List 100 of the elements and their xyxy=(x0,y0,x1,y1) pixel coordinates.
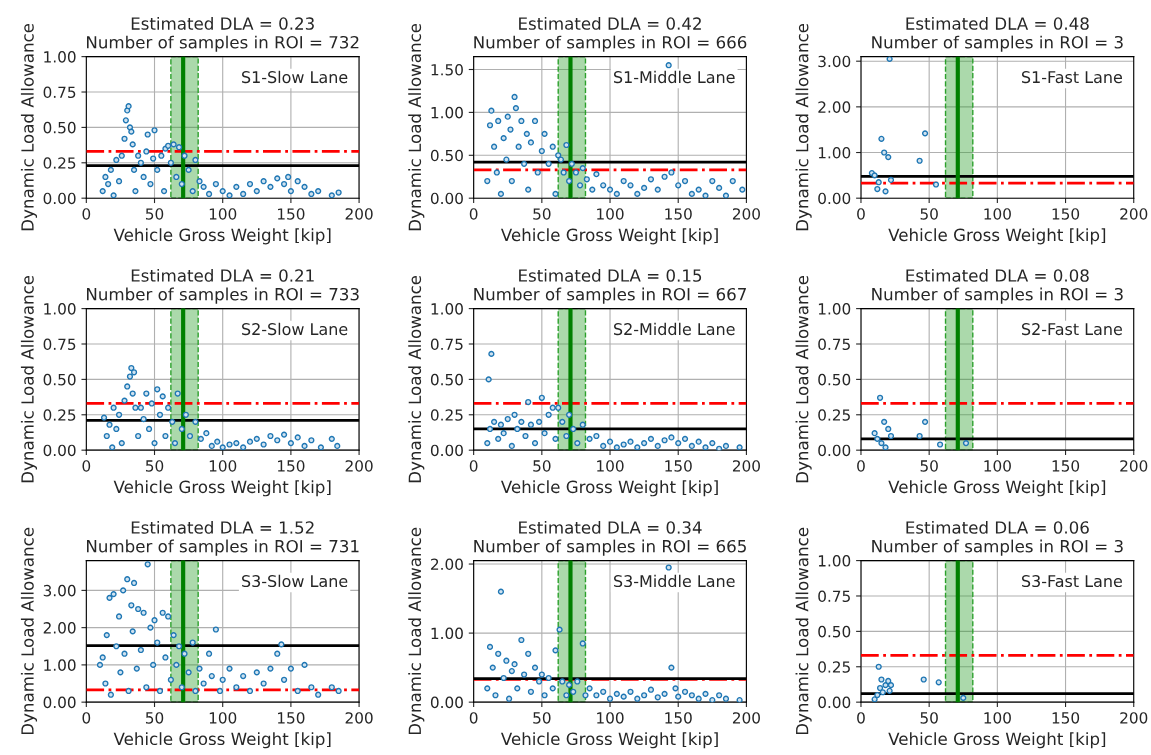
x-tick-label: 100 xyxy=(597,208,624,220)
point xyxy=(681,435,689,442)
point xyxy=(328,435,335,442)
x-tick-label: 200 xyxy=(732,712,760,724)
point xyxy=(317,444,325,451)
point xyxy=(559,678,566,685)
point xyxy=(334,442,341,450)
point xyxy=(876,684,884,692)
y-tick-label: 1.00 xyxy=(818,146,851,159)
point xyxy=(495,650,502,657)
point xyxy=(887,432,895,440)
x-axis-title: Vehicle Gross Weight [kip] xyxy=(888,228,1106,245)
annotation: S2-Slow Lane xyxy=(242,322,348,336)
point xyxy=(280,431,288,438)
point xyxy=(186,432,194,440)
x-tick-label: 50 xyxy=(533,460,551,472)
point xyxy=(508,667,515,675)
point xyxy=(503,657,510,664)
chart-title: Estimated DLA = 0.23 Number of samples in ROI = 732 xyxy=(87,16,359,52)
point xyxy=(148,400,155,407)
point xyxy=(301,442,308,450)
point xyxy=(600,442,607,450)
annotation: S1-Middle Lane xyxy=(614,70,735,84)
point xyxy=(491,418,498,425)
x-tick-label: 100 xyxy=(209,460,237,472)
point xyxy=(287,439,294,447)
point xyxy=(514,685,521,692)
x-tick-label: 50 xyxy=(920,460,938,472)
point xyxy=(874,691,881,699)
y-tick-label: 0.00 xyxy=(43,192,76,205)
point xyxy=(541,430,548,437)
chart-title: Estimated DLA = 0.34 Number of samples in ROI = 665 xyxy=(474,520,746,556)
point xyxy=(274,437,281,444)
point xyxy=(511,661,518,668)
x-tick-label: 100 xyxy=(984,712,1011,724)
point xyxy=(500,430,507,437)
point xyxy=(876,394,884,401)
y-tick-label: 0.75 xyxy=(818,338,850,351)
y-tick-label: 1.00 xyxy=(431,303,463,315)
y-tick-label: 0.00 xyxy=(43,696,76,709)
y-tick-label: 0.75 xyxy=(43,86,76,99)
point xyxy=(885,425,892,433)
chart-title: Estimated DLA = 0.48 Number of samples in ROI = 3 xyxy=(872,16,1123,52)
point xyxy=(627,438,634,445)
point xyxy=(668,434,675,441)
point xyxy=(695,695,702,702)
y-tick-label: 0.00 xyxy=(818,696,851,709)
y-tick-label: 1.00 xyxy=(818,303,851,315)
y-axis-title: Dynamic Load Allowance xyxy=(20,275,38,483)
point xyxy=(110,404,117,411)
point xyxy=(665,564,672,571)
point xyxy=(921,130,929,137)
point xyxy=(586,685,593,692)
point xyxy=(921,418,929,425)
x-tick-label: 100 xyxy=(209,712,237,724)
x-tick-label: 200 xyxy=(345,208,373,220)
point xyxy=(132,404,139,411)
y-tick-label: 1.00 xyxy=(44,51,76,63)
x-tick-label: 0 xyxy=(857,460,865,472)
chart-title: Estimated DLA = 1.52 Number of samples in ROI = 731 xyxy=(87,520,359,556)
point xyxy=(219,444,226,451)
y-tick-label: 0.25 xyxy=(43,157,76,169)
point xyxy=(627,688,634,695)
x-axis-title: Vehicle Gross Weight [kip] xyxy=(500,228,718,245)
x-tick-label: 0 xyxy=(469,460,478,472)
point xyxy=(695,438,702,445)
point xyxy=(538,394,545,401)
point xyxy=(495,435,502,442)
point xyxy=(489,664,496,671)
point xyxy=(574,678,581,685)
point xyxy=(522,432,529,440)
point xyxy=(916,432,923,440)
point xyxy=(885,153,892,161)
point xyxy=(162,432,169,440)
point xyxy=(156,411,164,418)
point xyxy=(688,692,695,699)
y-tick-label: 2.00 xyxy=(43,622,76,634)
point xyxy=(668,664,675,671)
point xyxy=(620,693,627,700)
point xyxy=(593,432,600,440)
point xyxy=(570,688,577,695)
point xyxy=(246,438,254,445)
point xyxy=(661,437,668,444)
point xyxy=(574,439,581,447)
point xyxy=(716,692,723,699)
chart-title: Estimated DLA = 0.06 Number of samples in ROI = 3 xyxy=(872,520,1123,556)
x-tick-label: 200 xyxy=(1120,460,1148,472)
point xyxy=(143,390,150,397)
y-tick-label: 0.50 xyxy=(430,373,463,386)
annotation: S3-Middle Lane xyxy=(614,574,735,588)
point xyxy=(641,439,648,447)
point xyxy=(521,671,528,678)
point xyxy=(716,445,723,451)
point xyxy=(916,157,923,164)
point xyxy=(566,411,573,418)
point xyxy=(620,441,627,448)
point xyxy=(208,442,215,450)
point xyxy=(113,425,120,433)
y-tick-label: 0.50 xyxy=(818,625,851,638)
point xyxy=(137,404,144,411)
